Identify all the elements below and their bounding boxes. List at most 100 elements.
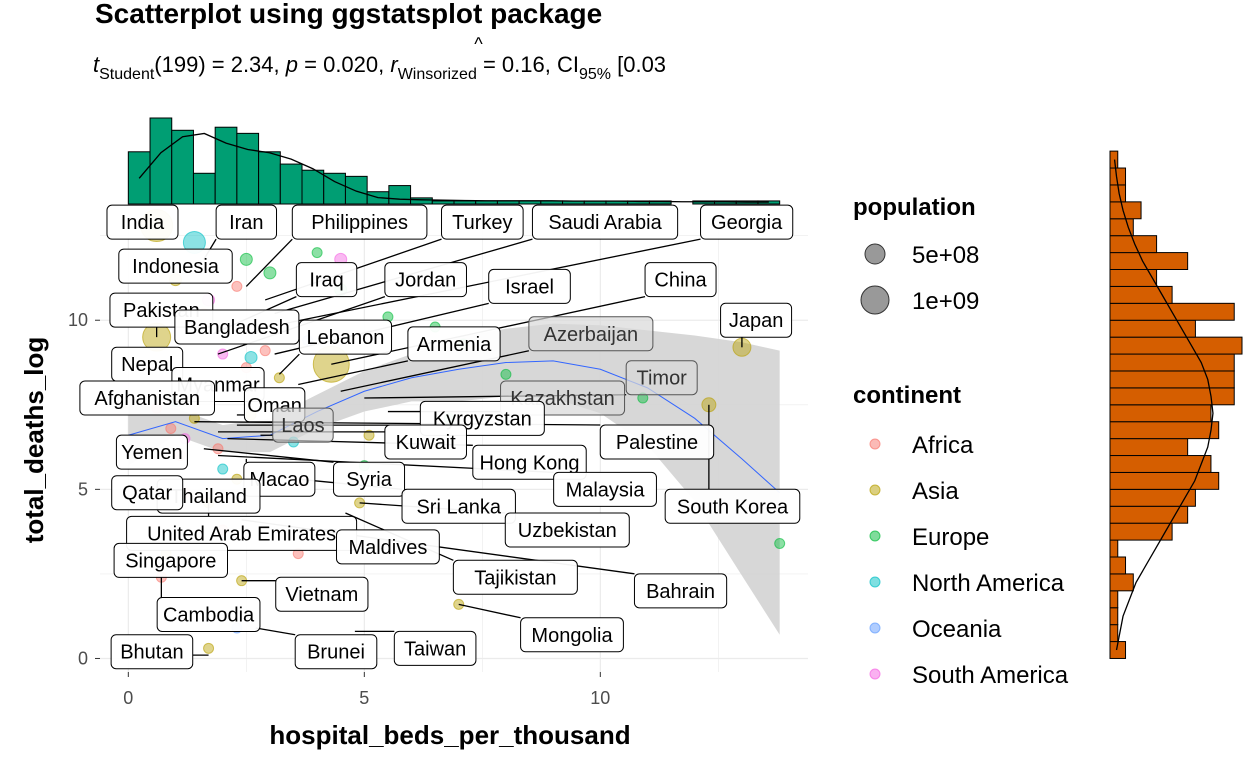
chart-subtitle: tStudent(199) = 2.34, p = 0.020, rWinsor… <box>93 52 666 83</box>
subtitle-r-sub: Winsorized <box>398 66 477 83</box>
label-tajikistan: Tajikistan <box>474 567 556 589</box>
label-uzbekistan: Uzbekistan <box>518 520 617 542</box>
label-box-jordan <box>384 262 467 298</box>
label-box-israel <box>488 268 571 304</box>
y-hist-bar <box>1109 235 1158 254</box>
y-hist-bar <box>1109 488 1196 507</box>
label-iran: Iran <box>229 212 263 234</box>
label-israel: Israel <box>505 276 554 298</box>
label-box-bahrain <box>633 573 728 609</box>
subtitle-ci-sub: 95% <box>579 66 611 83</box>
label-lebanon: Lebanon <box>307 327 385 349</box>
label-box-south-korea <box>664 488 801 524</box>
label-box-indonesia <box>118 248 233 284</box>
label-box-laos <box>272 407 334 443</box>
label-box-azerbaijan <box>528 316 654 352</box>
x-hist-density <box>138 132 769 203</box>
x-hist-bar <box>171 129 194 205</box>
label-box-tajikistan <box>452 559 578 595</box>
y-hist-bar <box>1109 353 1235 372</box>
legend-continent-label: Europe <box>912 524 989 551</box>
y-tick-label: 5 <box>78 479 88 499</box>
legend-continent-label: North America <box>912 570 1065 597</box>
label-box-afghanistan <box>79 380 216 416</box>
label-yemen: Yemen <box>121 442 183 464</box>
label-brunei: Brunei <box>307 642 365 664</box>
subtitle-t-sub: Student <box>99 66 155 83</box>
label-azerbaijan: Azerbaijan <box>544 324 639 346</box>
point-africa <box>212 443 224 455</box>
subtitle-t: t <box>93 52 100 77</box>
y-hist-bar <box>1109 522 1173 541</box>
label-malaysia: Malaysia <box>566 479 646 501</box>
label-box-uzbekistan <box>504 512 630 548</box>
y-hist-bar <box>1109 624 1119 643</box>
label-box-china <box>644 262 717 298</box>
label-box-georgia <box>700 204 794 240</box>
y-hist-bar <box>1109 319 1196 338</box>
point-europe <box>500 368 512 380</box>
label-japan: Japan <box>729 310 784 332</box>
label-sri-lanka: Sri Lanka <box>416 496 501 518</box>
point-asia <box>363 429 375 441</box>
label-box-lebanon <box>298 319 393 355</box>
label-box-saudi-arabia <box>531 204 679 240</box>
label-box-iran <box>215 204 278 240</box>
y-hist-bar <box>1109 607 1119 626</box>
country-labels: India Iran Philippines Turkey Saudi Arabia Ge… <box>79 204 801 670</box>
y-hist-bar <box>1109 404 1212 423</box>
y-hist-bar <box>1109 505 1189 524</box>
label-segment-mongolia <box>458 603 521 619</box>
label-thailand: Thailand <box>170 486 247 508</box>
label-segment-lebanon <box>278 353 300 375</box>
point-asia <box>273 372 285 384</box>
y-axis-title: total_deaths_log <box>19 337 49 544</box>
y-marginal-histogram <box>1109 150 1243 659</box>
subtitle-p: p <box>285 52 298 77</box>
label-india: India <box>121 212 165 234</box>
y-hist-bar <box>1109 421 1220 440</box>
label-box-palestine <box>599 424 715 460</box>
label-box-cambodia <box>156 597 261 632</box>
legend-continent-label: Oceania <box>912 616 1002 643</box>
label-macao: Macao <box>249 469 309 491</box>
x-hist-bar <box>301 169 325 205</box>
label-box-malaysia <box>553 471 657 507</box>
point-asia <box>203 642 215 654</box>
label-segment-brunei <box>255 627 296 636</box>
point-africa <box>165 422 177 434</box>
y-hist-bar <box>1109 573 1134 592</box>
legend-continent-title: continent <box>853 382 961 409</box>
label-box-iraq <box>295 262 358 298</box>
label-mongolia: Mongolia <box>531 625 613 647</box>
label-segment-philippines <box>245 238 293 287</box>
point-europe <box>263 266 277 280</box>
label-hong-kong: Hong Kong <box>479 452 579 474</box>
label-box-syria <box>333 461 406 497</box>
label-bhutan: Bhutan <box>120 642 183 664</box>
legend-continent-label: South America <box>912 662 1069 689</box>
legend-continent-key <box>869 668 881 680</box>
label-box-qatar <box>111 475 184 511</box>
y-hist-bar <box>1109 455 1212 473</box>
point-africa <box>231 280 243 292</box>
label-georgia: Georgia <box>711 212 783 234</box>
label-box-taiwan <box>393 630 477 666</box>
label-box-timor <box>625 360 698 396</box>
y-hist-bar <box>1109 590 1119 609</box>
label-china: China <box>654 270 707 292</box>
y-hist-bar <box>1109 471 1220 490</box>
x-tick-label: 0 <box>123 688 133 708</box>
y-hist-bar <box>1109 438 1189 457</box>
label-laos: Laos <box>281 415 324 437</box>
y-hist-bar <box>1109 336 1243 355</box>
label-singapore: Singapore <box>125 550 216 572</box>
point-europe <box>311 247 323 259</box>
smooth-curve <box>128 360 781 494</box>
legend-continent-key <box>869 530 881 542</box>
label-palestine: Palestine <box>616 432 698 454</box>
label-box-turkey <box>441 204 524 240</box>
label-kuwait: Kuwait <box>396 432 456 454</box>
x-tick-label: 10 <box>590 688 610 708</box>
label-vietnam: Vietnam <box>285 584 358 606</box>
